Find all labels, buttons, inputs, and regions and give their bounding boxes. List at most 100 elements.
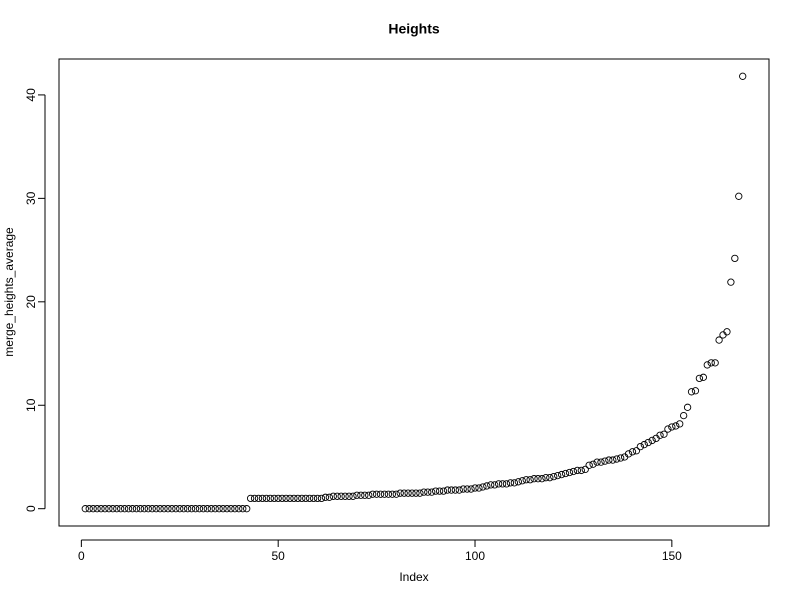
point — [601, 457, 609, 465]
point — [416, 489, 424, 497]
point — [262, 494, 271, 503]
point — [203, 505, 211, 513]
point — [148, 505, 156, 513]
point — [353, 491, 361, 499]
point — [93, 505, 101, 513]
point — [325, 493, 334, 501]
point — [144, 505, 152, 513]
point — [286, 494, 294, 503]
point — [711, 359, 719, 367]
point — [483, 482, 491, 490]
point — [648, 436, 656, 445]
point — [278, 494, 286, 503]
point — [376, 490, 385, 498]
point — [235, 505, 243, 513]
y-tick-label: 0 — [24, 505, 38, 512]
point — [502, 480, 511, 488]
point — [656, 431, 664, 439]
point — [632, 447, 641, 455]
point — [703, 361, 711, 369]
point — [443, 486, 452, 494]
point — [239, 505, 247, 513]
point — [432, 487, 440, 495]
point — [369, 490, 377, 498]
point — [471, 484, 479, 492]
point — [735, 192, 743, 200]
point — [160, 505, 168, 513]
point — [683, 403, 692, 411]
point — [640, 440, 648, 449]
point — [321, 493, 330, 501]
point — [605, 456, 613, 464]
point — [128, 505, 137, 513]
point — [672, 422, 680, 430]
point — [408, 489, 416, 497]
point — [542, 474, 550, 482]
point — [420, 488, 428, 496]
point — [136, 505, 145, 513]
point — [294, 494, 302, 503]
point — [349, 492, 357, 500]
point — [723, 328, 731, 336]
y-tick-label: 40 — [24, 88, 38, 102]
point — [680, 411, 688, 420]
point — [313, 494, 322, 503]
point — [546, 474, 554, 482]
point — [538, 475, 546, 483]
point — [250, 494, 259, 503]
chart-title: Heights — [388, 21, 440, 37]
point — [668, 423, 676, 431]
point — [97, 505, 105, 513]
point — [392, 490, 400, 498]
point — [510, 479, 519, 487]
point — [187, 505, 196, 513]
point — [624, 450, 633, 458]
y-tick-label: 30 — [24, 191, 38, 205]
y-tick-label: 10 — [24, 398, 38, 412]
point — [215, 505, 223, 513]
point — [345, 492, 353, 500]
point — [526, 476, 534, 484]
point — [113, 505, 121, 513]
point — [475, 484, 483, 492]
point — [550, 472, 558, 481]
point — [400, 489, 408, 497]
point — [506, 479, 515, 487]
point — [581, 465, 589, 474]
point — [337, 492, 345, 500]
point — [609, 456, 617, 464]
x-tick-label: 0 — [78, 549, 85, 563]
point — [109, 505, 117, 513]
point — [695, 374, 704, 383]
x-tick-label: 50 — [272, 549, 286, 563]
point — [455, 486, 463, 494]
point — [534, 475, 542, 483]
point — [317, 494, 326, 503]
point — [164, 505, 172, 513]
point — [687, 388, 696, 396]
point — [739, 72, 747, 80]
point — [664, 425, 672, 433]
point — [699, 373, 707, 381]
point — [573, 466, 582, 475]
point — [613, 455, 621, 463]
point — [231, 505, 239, 513]
point — [191, 505, 200, 513]
point — [357, 491, 365, 499]
point — [731, 254, 739, 263]
point — [306, 494, 314, 503]
point — [569, 467, 578, 476]
point — [676, 420, 684, 428]
point — [168, 505, 176, 513]
point — [530, 475, 538, 483]
point — [361, 491, 369, 499]
point — [333, 492, 341, 500]
point — [491, 481, 499, 489]
point — [593, 458, 601, 466]
point — [101, 505, 109, 513]
x-tick-label: 150 — [662, 549, 682, 563]
point — [561, 469, 570, 478]
x-tick-label: 100 — [465, 549, 485, 563]
point — [577, 466, 585, 475]
point — [424, 488, 432, 496]
